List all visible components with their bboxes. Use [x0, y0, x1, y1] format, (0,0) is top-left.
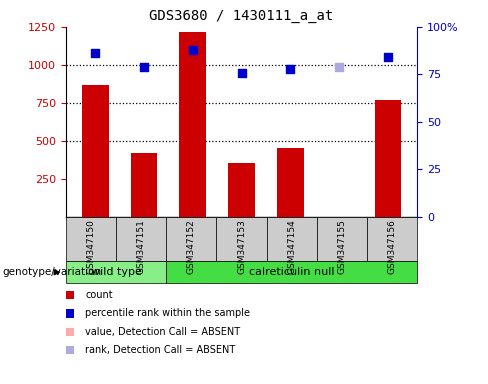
Text: GSM347152: GSM347152	[187, 219, 196, 274]
Bar	[375, 100, 401, 217]
Text: GSM347154: GSM347154	[287, 219, 296, 274]
Point	[91, 50, 99, 56]
Text: GSM347155: GSM347155	[337, 219, 346, 274]
Point	[286, 66, 294, 73]
Text: GSM347151: GSM347151	[137, 219, 146, 274]
Text: genotype/variation: genotype/variation	[2, 267, 102, 277]
Text: percentile rank within the sample: percentile rank within the sample	[85, 308, 250, 318]
Text: GSM347156: GSM347156	[387, 219, 397, 274]
Point	[238, 70, 245, 76]
Point	[140, 64, 148, 70]
Text: count: count	[85, 290, 113, 300]
Title: GDS3680 / 1430111_a_at: GDS3680 / 1430111_a_at	[149, 9, 334, 23]
Text: wild type: wild type	[91, 267, 142, 277]
Point	[189, 47, 197, 53]
Text: value, Detection Call = ABSENT: value, Detection Call = ABSENT	[85, 327, 241, 337]
Bar	[228, 163, 255, 217]
Bar	[180, 32, 206, 217]
Bar	[277, 148, 304, 217]
Point	[335, 64, 343, 70]
Bar	[131, 153, 158, 217]
Bar	[82, 84, 109, 217]
Text: GSM347153: GSM347153	[237, 219, 246, 274]
Text: rank, Detection Call = ABSENT: rank, Detection Call = ABSENT	[85, 345, 236, 355]
Text: calreticulin null: calreticulin null	[249, 267, 334, 277]
Text: GSM347150: GSM347150	[86, 219, 96, 274]
Point	[384, 53, 392, 60]
